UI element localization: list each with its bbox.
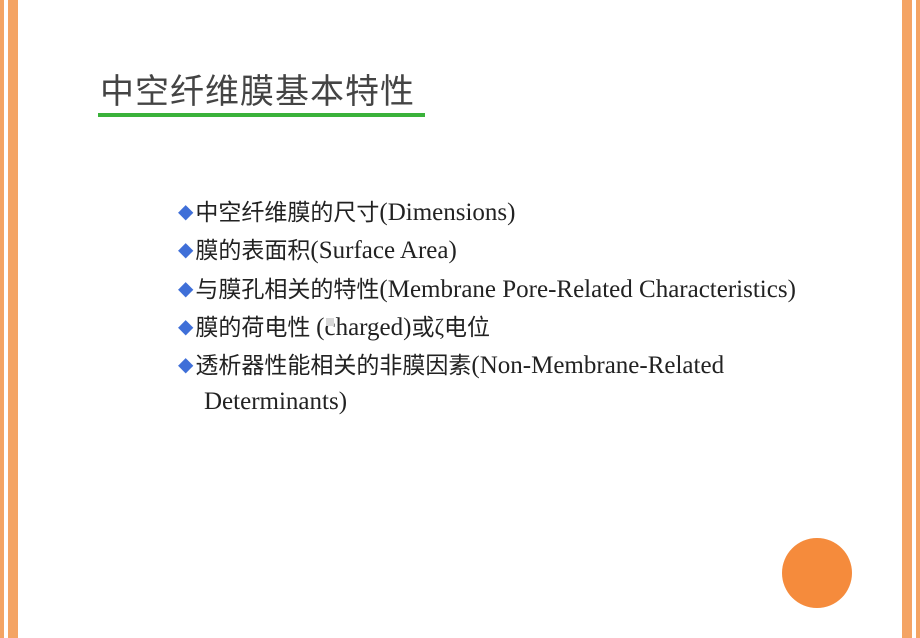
- list-item: ◆透析器性能相关的非膜因素(Non-Membrane-Related Deter…: [178, 348, 842, 421]
- item-cn: 与膜孔相关的特性: [195, 277, 379, 302]
- item-paren-close: ): [449, 237, 457, 264]
- item-en: charged: [324, 314, 403, 341]
- bullet-list: ◆中空纤维膜的尺寸(Dimensions) ◆膜的表面积(Surface Are…: [178, 195, 842, 423]
- list-item: ◆膜的荷电性 (charged)或ζ电位: [178, 310, 842, 346]
- diamond-bullet-icon: ◆: [178, 239, 193, 261]
- item-paren-open: (: [471, 352, 479, 379]
- watermark-dot: [326, 318, 334, 326]
- item-en: Membrane Pore-Related Characteristics: [388, 276, 788, 303]
- item-paren-close: ): [507, 199, 515, 226]
- diamond-bullet-icon: ◆: [178, 354, 193, 376]
- item-en: Dimensions: [388, 199, 507, 226]
- decor-stripe-inner-right: [902, 0, 912, 638]
- list-item: ◆与膜孔相关的特性(Membrane Pore-Related Characte…: [178, 272, 842, 308]
- diamond-bullet-icon: ◆: [178, 201, 193, 223]
- decor-stripe-inner-left: [8, 0, 18, 638]
- decor-stripe-outer-left: [0, 0, 4, 638]
- title-wrap: 中空纤维膜基本特性: [98, 64, 425, 113]
- slide-area: 中空纤维膜基本特性 ◆中空纤维膜的尺寸(Dimensions) ◆膜的表面积(S…: [18, 0, 902, 638]
- slide-title: 中空纤维膜基本特性: [98, 74, 425, 117]
- item-paren-close: ): [788, 276, 796, 303]
- item-en: Surface Area: [319, 237, 449, 264]
- diamond-bullet-icon: ◆: [178, 316, 193, 338]
- accent-circle-icon: [782, 538, 852, 608]
- decor-stripe-outer-right: [916, 0, 920, 638]
- item-cn: 透析器性能相关的非膜因素: [195, 353, 471, 378]
- item-paren-close: ): [339, 388, 347, 415]
- diamond-bullet-icon: ◆: [178, 278, 193, 300]
- item-paren-open: (: [379, 276, 387, 303]
- item-tail-cn: 或ζ电位: [411, 315, 490, 340]
- list-item: ◆膜的表面积(Surface Area): [178, 233, 842, 269]
- item-cn: 膜的表面积: [195, 238, 310, 263]
- item-paren-open: (: [379, 199, 387, 226]
- item-paren-open: (: [310, 237, 318, 264]
- item-cn: 中空纤维膜的尺寸: [195, 200, 379, 225]
- item-cn: 膜的荷电性: [195, 315, 316, 340]
- list-item: ◆中空纤维膜的尺寸(Dimensions): [178, 195, 842, 231]
